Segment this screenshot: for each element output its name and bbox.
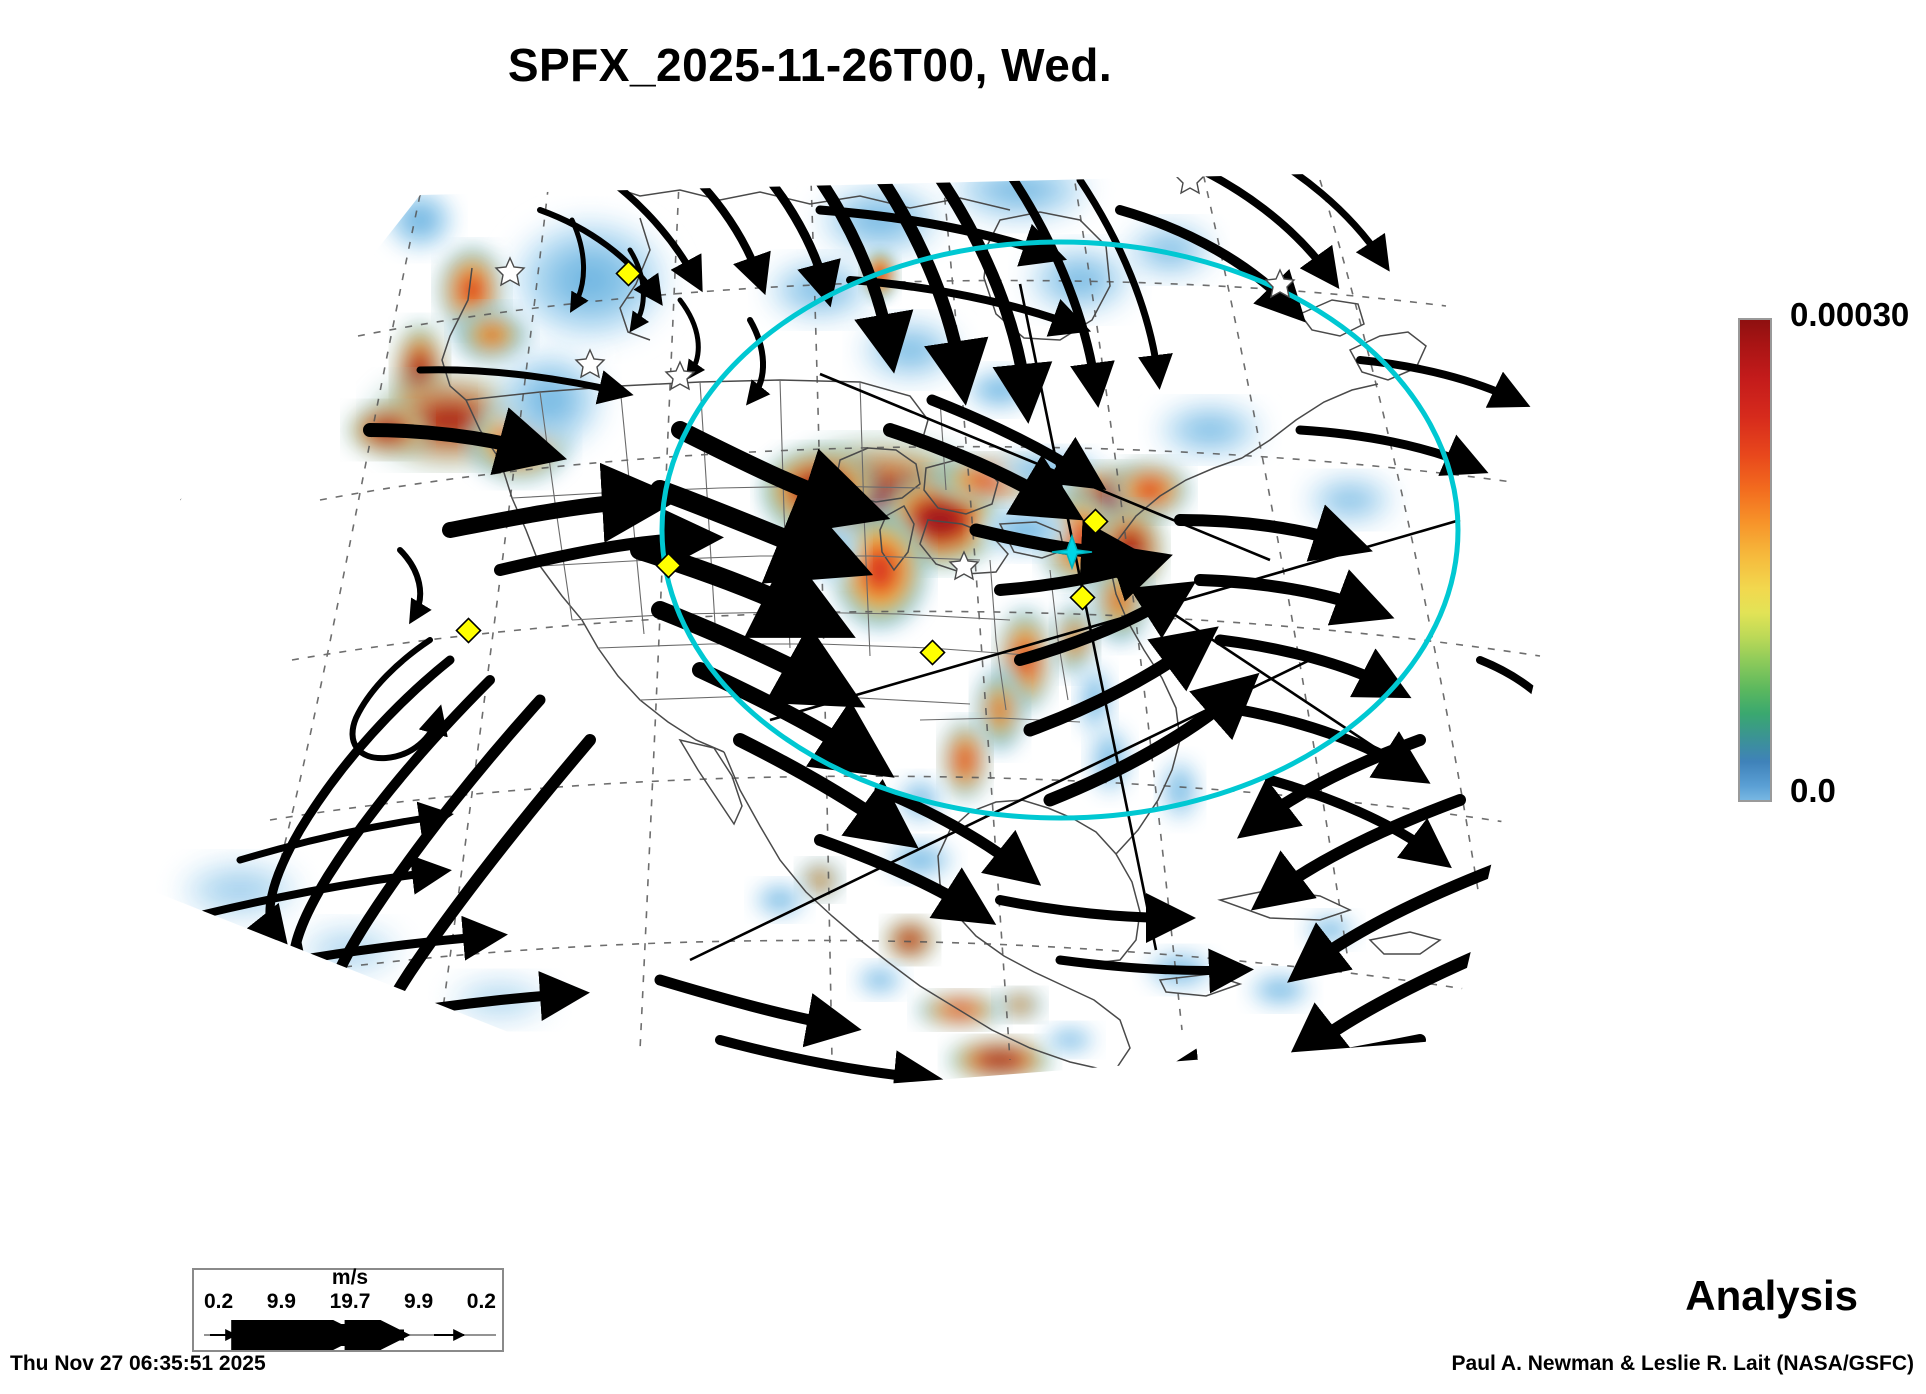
- event-center-star[interactable]: [1051, 533, 1093, 571]
- station-diamond: [455, 617, 482, 644]
- colorbar-gradient: [1738, 318, 1772, 802]
- credit-line: Paul A. Newman & Leslie R. Lait (NASA/GS…: [1451, 1352, 1914, 1375]
- wind-speed-key: m/s 0.2 9.9 19.7 9.9 0.2: [192, 1266, 506, 1352]
- wind-key-tick-3: 19.7: [329, 1290, 371, 1313]
- map-canvas[interactable]: [120, 100, 1600, 1120]
- colorbar-max-label: 0.00030: [1790, 296, 1910, 333]
- wind-key-tick-2: 9.9: [266, 1290, 296, 1313]
- wind-key-tick-1: 0.2: [204, 1290, 234, 1313]
- wind-key-tick-5: 0.2: [466, 1290, 496, 1313]
- wind-key-units: m/s: [331, 1266, 369, 1289]
- analysis-label: Analysis: [1685, 1272, 1858, 1319]
- station-diamond: [655, 552, 682, 579]
- generated-timestamp: Thu Nov 27 06:35:51 2025: [10, 1352, 266, 1375]
- station-diamond: [615, 260, 642, 287]
- station-diamond: [919, 639, 946, 666]
- wind-key-tick-4: 9.9: [404, 1290, 434, 1313]
- station-diamond: [1069, 584, 1096, 611]
- colorbar: [1738, 318, 1772, 802]
- colorbar-min-label: 0.0: [1790, 772, 1836, 809]
- event-track-lines: [689, 283, 1461, 962]
- wind-key-arrow-scale: [204, 1320, 496, 1350]
- station-diamond-markers[interactable]: [455, 260, 1109, 666]
- page-title: SPFX_2025-11-26T00, Wed.: [507, 39, 1113, 91]
- station-diamond: [1082, 508, 1109, 535]
- station-star-markers: [494, 170, 1296, 581]
- wind-key-ticks: 0.2 9.9 19.7 9.9 0.2: [194, 1290, 506, 1314]
- map-panel[interactable]: [120, 100, 1600, 1120]
- event-circle: [659, 239, 1461, 821]
